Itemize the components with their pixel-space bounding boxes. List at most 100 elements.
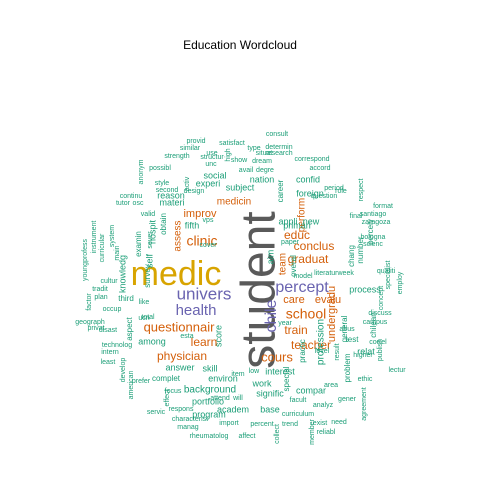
word-higher: higher [353,352,373,359]
word-level: level [315,348,330,355]
word-privat: privat [87,325,104,332]
word-show: show [231,157,248,164]
word-focus: focus [165,388,182,395]
word-satisfact: satisfact [219,140,245,147]
word-specialist: specialist [385,261,392,290]
word-second: second [156,187,179,194]
word-zaragoza: zaragoza [362,219,391,226]
word-cultur: cultur [100,278,118,285]
word-area: area [324,382,338,389]
word-possibl: possibl [149,165,171,172]
word-process: process [349,284,381,294]
word-facult: facult [290,397,307,404]
word-factor: factor [86,293,93,311]
word-vps: vps [203,217,214,224]
word-educ: educ [284,228,310,242]
word-student: student [233,211,286,368]
word-total: total [141,314,155,321]
word-accord: accord [309,165,330,172]
word-portfolio: portfolio [192,396,224,406]
word-prefer: prefer [132,378,151,385]
word-overal: overal [289,255,298,277]
word-system: system [109,225,116,247]
word-situat: situat [256,150,273,157]
word-santiago: santiago [360,211,387,218]
word-test: test [346,335,360,344]
word-complet: complet [152,374,181,383]
word-obtain: obtain [159,213,168,235]
word-dream: dream [252,158,272,165]
word-undergradu: undergradu [326,286,338,342]
word-scienc: scienc [363,241,383,248]
word-degre: degre [256,167,274,174]
word-third: third [118,294,134,303]
word-abus: abus [339,326,355,333]
word-team: team [278,253,289,275]
word-nation: nation [250,174,275,184]
word-bologna: bologna [361,234,386,241]
word-model: model [293,273,313,280]
word-ethic: ethic [358,376,373,383]
word-respons: respons [169,406,194,413]
word-osc: osc [133,200,144,207]
word-valid: valid [141,211,156,218]
word-will: will [232,395,243,402]
word-chang: chang [347,245,356,267]
word-academ: academ [217,404,249,414]
word-special: special [282,366,291,391]
word-similar: similar [180,145,201,152]
word-role: role [335,188,347,195]
word-tutor: tutor [116,200,131,207]
word-chilean: chilean [369,312,378,337]
word-improv: improv [183,208,217,220]
word-gener: gener [338,396,357,403]
word-fifth: fifth [185,220,200,230]
word-analyz: analyz [313,402,334,409]
word-materi: materi [159,197,184,207]
word-univers: univers [177,284,232,303]
word-general: general [340,315,349,342]
word-assess: assess [173,220,184,251]
word-provid: provid [186,138,205,145]
word-skill: skill [203,363,218,373]
word-school: school [286,306,326,322]
word-subject: subject [226,182,255,192]
word-format: format [373,203,393,210]
word-problem: problem [343,353,352,382]
word-intern: intern [101,349,119,356]
word-year: year [278,320,292,327]
word-profession: profession [316,319,327,365]
word-attend: attend [210,395,230,402]
word-use: use [206,150,217,157]
chart-title: Education Wordcloud [183,38,297,52]
word-style: style [155,180,170,187]
word-collect: collect [274,424,281,444]
word-examin: examin [134,231,143,257]
word-determin: determin [265,144,292,151]
word-discuss: discuss [368,310,392,317]
word-characterist: characterist [172,416,208,423]
word-work: work [251,378,272,388]
word-main: main [114,245,121,260]
word-foreign: foreign [296,188,324,198]
word-rheumatolog: rheumatolog [190,433,229,440]
word-clinic: clinic [186,233,217,249]
word-design: design [184,188,205,195]
word-strength: strength [164,153,189,160]
word-exist: exist [313,420,327,427]
word-cover: cover [199,242,217,249]
word-lectur: lectur [388,367,406,374]
word-primari: primari [283,220,311,230]
word-paper: paper [281,239,300,246]
word-instrument: instrument [91,221,98,254]
word-campus: campus [363,319,388,326]
word-career: career [276,179,285,202]
word-manag: manag [177,424,199,431]
word-esta: esta [180,333,193,340]
word-aspect: aspect [125,316,134,340]
word-correspond: correspond [294,156,329,163]
word-number: number [356,236,365,263]
word-result: result [334,343,341,360]
word-survey: survey [143,264,152,288]
